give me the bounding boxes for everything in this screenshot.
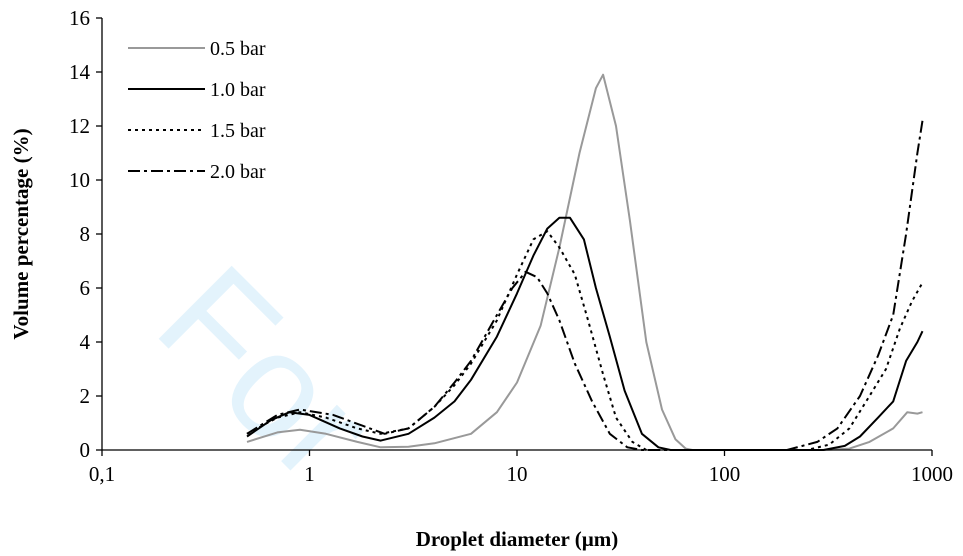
series-line-3 xyxy=(246,120,924,451)
y-tick-label: 0 xyxy=(80,438,91,462)
x-tick-label: 100 xyxy=(709,462,741,486)
plot-area xyxy=(246,73,924,451)
legend-label: 1.5 bar xyxy=(210,120,266,142)
y-tick-label: 14 xyxy=(69,60,91,84)
y-tick-label: 2 xyxy=(80,384,91,408)
x-axis-title: Droplet diameter (µm) xyxy=(416,527,619,551)
series-line-2 xyxy=(246,230,924,451)
legend-label: 0.5 bar xyxy=(210,38,266,60)
x-tick-label: 0,1 xyxy=(89,462,115,486)
y-tick-label: 8 xyxy=(80,222,91,246)
series-line-0 xyxy=(246,73,923,451)
y-tick-label: 10 xyxy=(69,168,90,192)
y-tick-label: 12 xyxy=(69,114,90,138)
y-tick-label: 4 xyxy=(80,330,91,354)
x-tick-label: 1 xyxy=(304,462,315,486)
watermark: For xyxy=(127,234,405,512)
x-ticks: 0,1 1 10 100 1000 xyxy=(89,450,953,486)
y-ticks: 0 2 4 6 8 10 12 14 16 xyxy=(69,6,102,462)
y-axis-title: Volume percentage (%) xyxy=(9,128,33,339)
x-tick-label: 1000 xyxy=(911,462,953,486)
legend: 0.5 bar 1.0 bar 1.5 bar 2.0 bar xyxy=(128,38,266,183)
legend-label: 1.0 bar xyxy=(210,79,266,101)
x-tick-label: 10 xyxy=(507,462,528,486)
series-line-1 xyxy=(246,216,924,451)
y-tick-label: 6 xyxy=(80,276,91,300)
legend-label: 2.0 bar xyxy=(210,161,266,183)
y-tick-label: 16 xyxy=(69,6,90,30)
